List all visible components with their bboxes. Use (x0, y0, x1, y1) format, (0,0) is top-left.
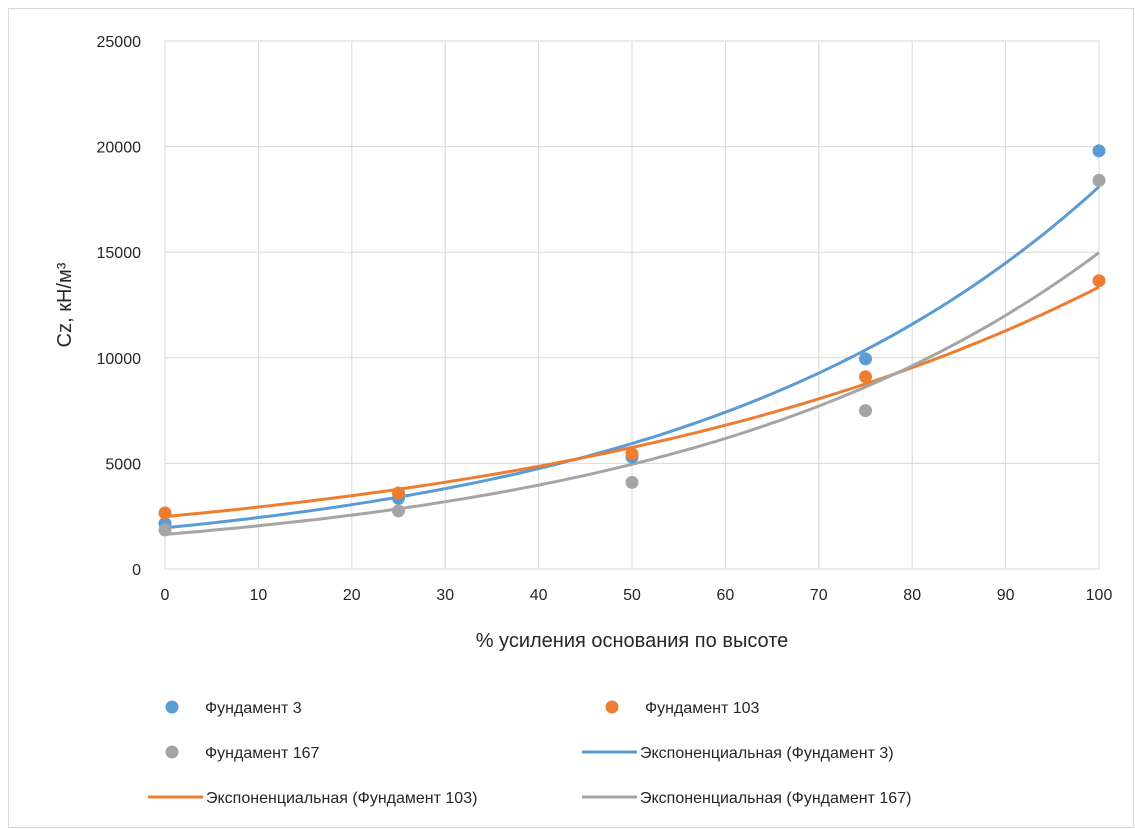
x-tick-label: 50 (623, 587, 641, 604)
data-point (625, 447, 639, 461)
x-tick-label: 80 (903, 587, 921, 604)
data-point (859, 404, 872, 418)
legend-label: Экспоненциальная (Фундамент 103) (206, 790, 477, 807)
data-point (392, 486, 405, 500)
x-axis-label: % усиления основания по высоте (476, 630, 789, 652)
x-tick-label: 60 (717, 587, 735, 604)
y-tick-label: 10000 (97, 351, 142, 368)
y-tick-label: 25000 (97, 34, 142, 51)
data-point (1092, 144, 1106, 158)
x-tick-label: 90 (997, 587, 1015, 604)
data-point (158, 506, 172, 520)
legend-label: Фундамент 103 (645, 700, 760, 717)
trendline (164, 251, 1100, 536)
y-tick-label: 0 (132, 562, 141, 579)
grid-lines (164, 40, 1100, 570)
chart-frame (8, 8, 1134, 828)
x-tick-label: 30 (436, 587, 454, 604)
x-tick-label: 10 (250, 587, 268, 604)
data-point (859, 370, 872, 384)
y-tick-label: 20000 (97, 140, 142, 157)
data-point (1092, 274, 1106, 288)
trendline (164, 185, 1101, 530)
y-axis-ticks: 0 5000 10000 15000 20000 25000 (97, 34, 142, 579)
x-axis-ticks: 0 10 20 30 40 50 60 70 80 90 100 (161, 587, 1113, 604)
legend-marker (165, 745, 179, 759)
data-point (1092, 173, 1106, 187)
data-point (158, 523, 172, 537)
data-point (392, 504, 405, 518)
legend-marker (165, 700, 179, 714)
x-tick-label: 100 (1086, 587, 1113, 604)
data-point (625, 475, 639, 489)
y-tick-label: 15000 (97, 245, 142, 262)
data-points (158, 144, 1106, 537)
x-tick-label: 70 (810, 587, 828, 604)
x-tick-label: 20 (343, 587, 361, 604)
data-point (859, 352, 872, 366)
legend-label: Фундамент 167 (205, 745, 320, 762)
legend-marker (605, 700, 619, 714)
x-tick-label: 40 (530, 587, 548, 604)
legend-label: Экспоненциальная (Фундамент 3) (640, 745, 894, 762)
legend: Фундамент 3 Фундамент 103 Фундамент 167 Экс… (148, 700, 911, 807)
legend-label: Фундамент 3 (205, 700, 302, 717)
legend-label: Экспоненциальная (Фундамент 167) (640, 790, 911, 807)
y-tick-label: 5000 (105, 456, 141, 473)
y-axis-label: Cz, кН/м³ (54, 262, 76, 347)
x-tick-label: 0 (161, 587, 170, 604)
